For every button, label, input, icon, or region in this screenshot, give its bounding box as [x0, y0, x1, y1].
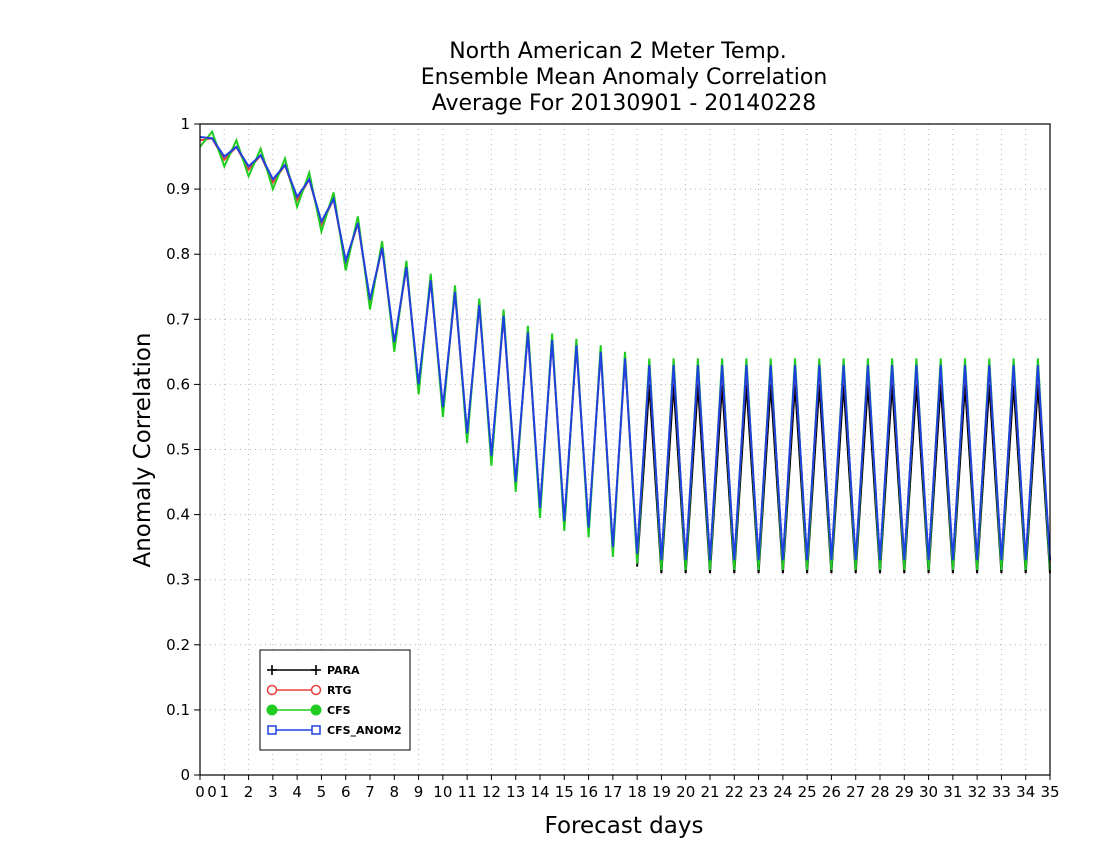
x-tick-label: 27 [846, 783, 865, 801]
x-tick-label: 8 [390, 783, 400, 801]
x-tick-label: 25 [798, 783, 817, 801]
x-tick-label: 24 [773, 783, 792, 801]
x-tick-label: 15 [555, 783, 574, 801]
x-tick-label: 30 [919, 783, 938, 801]
x-tick-label: 3 [268, 783, 278, 801]
legend-label: RTG [327, 684, 352, 697]
x-tick-label: 9 [414, 783, 424, 801]
y-tick-label: 0.4 [166, 506, 190, 524]
x-tick-label: 6 [341, 783, 351, 801]
legend-marker [310, 684, 322, 696]
x-tick-label: 11 [458, 783, 477, 801]
x-tick-label: 0 [207, 783, 217, 801]
y-tick-label: 0.3 [166, 571, 190, 589]
x-tick-label: 0 [195, 783, 205, 801]
legend-item-para: PARA [267, 664, 360, 677]
x-tick-label: 19 [652, 783, 671, 801]
x-tick-label: 12 [482, 783, 501, 801]
x-tick-label: 23 [749, 783, 768, 801]
x-tick-label: 28 [870, 783, 889, 801]
x-tick-label: 26 [822, 783, 841, 801]
y-tick-label: 0 [180, 766, 190, 784]
x-tick-label: 32 [968, 783, 987, 801]
legend-label: PARA [327, 664, 360, 677]
y-tick-label: 0.1 [166, 701, 190, 719]
x-tick-label: 10 [433, 783, 452, 801]
x-tick-label: 21 [700, 783, 719, 801]
chart-title-line-2: Ensemble Mean Anomaly Correlation [421, 65, 828, 90]
x-tick-label: 5 [317, 783, 327, 801]
x-tick-label: 31 [943, 783, 962, 801]
series-line-cfs-anom2 [199, 136, 1051, 561]
x-axis-label: Forecast days [545, 813, 704, 839]
y-tick-label: 1 [180, 115, 190, 133]
y-tick-label: 0.7 [166, 310, 190, 328]
y-tick-label: 0.8 [166, 245, 190, 263]
grid [200, 124, 1051, 775]
x-tick-label: 18 [628, 783, 647, 801]
x-tick-label: 20 [676, 783, 695, 801]
x-tick-label: 4 [292, 783, 302, 801]
legend-item-cfs-anom2: CFS_ANOM2 [267, 724, 402, 737]
y-tick-label: 0.9 [166, 180, 190, 198]
y-axis-label: Anomaly Correlation [130, 332, 156, 567]
x-tick-label: 13 [506, 783, 525, 801]
legend: PARA RTG CFS CFS_ANOM2 [259, 649, 411, 751]
x-tick-label: 33 [992, 783, 1011, 801]
x-tick-label: 22 [725, 783, 744, 801]
x-tick-label: 14 [530, 783, 549, 801]
y-tick-label: 0.6 [166, 375, 190, 393]
legend-item-rtg: RTG [266, 684, 352, 697]
y-tick-label: 0.5 [166, 441, 190, 459]
series-line-cfs [199, 129, 1051, 570]
legend-marker [311, 725, 321, 735]
legend-marker [266, 704, 278, 716]
legend-marker [266, 684, 278, 696]
x-tick-label: 17 [603, 783, 622, 801]
series-line-rtg [199, 137, 1051, 564]
series-lines [199, 129, 1051, 574]
chart-title-line-3: Average For 20130901 - 20140228 [432, 91, 817, 116]
chart-title-line-1: North American 2 Meter Temp. [449, 39, 787, 64]
x-tick-label: 35 [1040, 783, 1059, 801]
chart-title: North American 2 Meter Temp. Ensemble Me… [421, 39, 828, 116]
x-tick-label: 1 [220, 783, 230, 801]
x-tick-label: 2 [244, 783, 254, 801]
legend-label: CFS_ANOM2 [327, 724, 402, 737]
legend-marker [310, 704, 322, 716]
x-tick-label: 16 [579, 783, 598, 801]
y-tick-label: 0.2 [166, 636, 190, 654]
y-axis-ticks: 0 0.1 0.2 0.3 0.4 0.5 0.6 0.7 0.8 0.9 1 [166, 115, 200, 784]
legend-item-cfs: CFS [266, 704, 351, 717]
x-tick-label: 7 [365, 783, 375, 801]
x-tick-label: 29 [895, 783, 914, 801]
legend-label: CFS [327, 704, 351, 717]
x-axis-ticks: 0 0 1 2 3 4 5 6 7 8 9 10 11 12 13 14 15 16 17 18 19 20 21 22 23 2… [195, 775, 1060, 801]
legend-marker [267, 725, 277, 735]
legend-box [259, 649, 411, 751]
x-tick-label: 34 [1016, 783, 1035, 801]
series-line-para [636, 384, 1051, 574]
